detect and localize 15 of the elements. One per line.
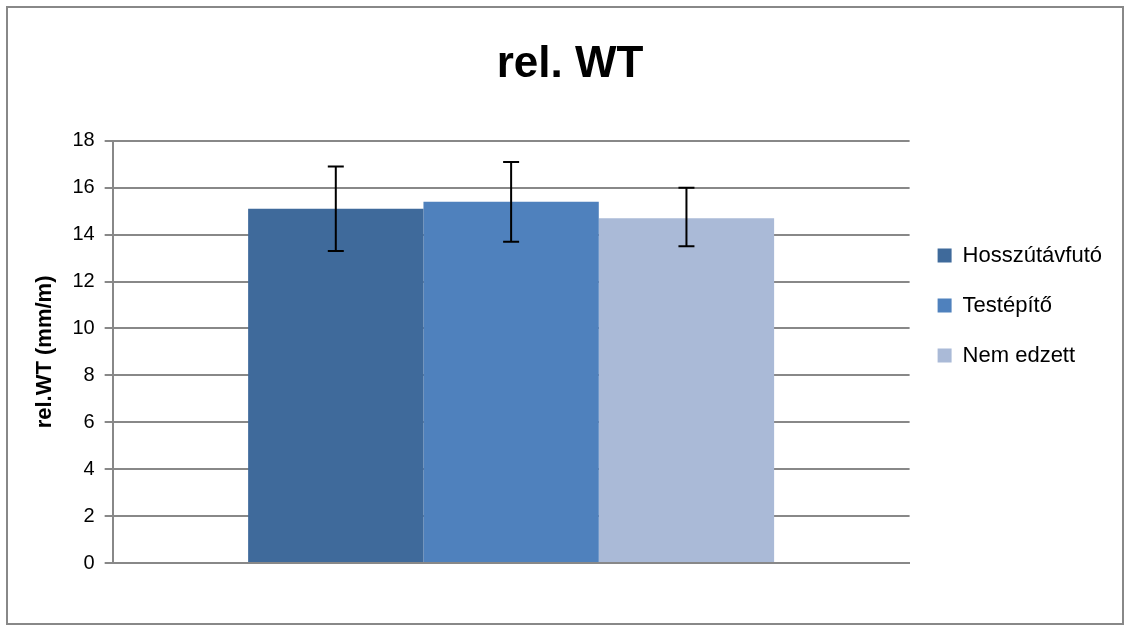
y-tick-label: 6 — [83, 409, 95, 432]
legend-label: Nem edzett — [962, 341, 1076, 367]
y-tick-label: 4 — [83, 456, 95, 479]
y-tick-label: 8 — [83, 362, 95, 385]
y-tick-label: 12 — [72, 269, 95, 292]
y-tick-label: 2 — [83, 503, 95, 526]
legend-label: Testépítő — [962, 291, 1052, 317]
y-tick-label: 14 — [72, 222, 95, 245]
y-tick-label: 0 — [83, 550, 95, 573]
chart-title: rel. WT — [496, 36, 644, 86]
legend-label: Hosszútávfutó — [962, 241, 1102, 267]
y-tick-label: 16 — [72, 175, 95, 198]
y-tick-label: 18 — [72, 128, 95, 151]
y-tick-label: 10 — [72, 315, 95, 338]
y-axis-title: rel.WT (mm/m) — [31, 275, 57, 429]
